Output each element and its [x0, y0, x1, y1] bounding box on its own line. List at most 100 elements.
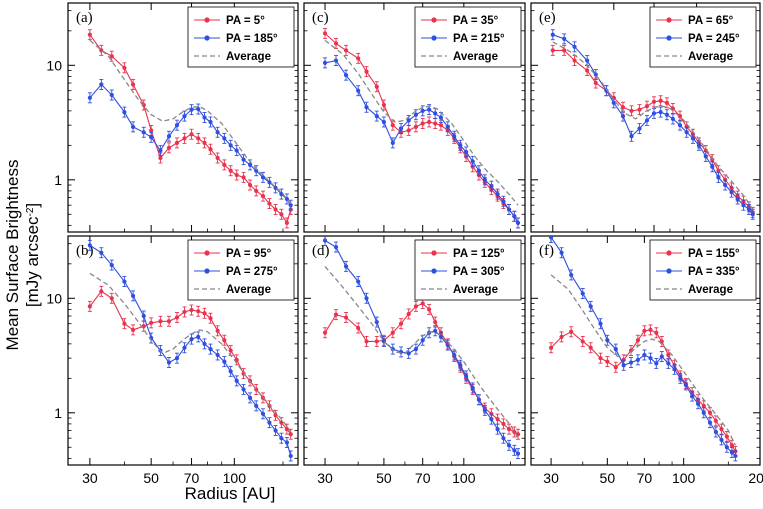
- panel-label: (e): [539, 10, 556, 26]
- data-point-blue: [433, 328, 438, 333]
- legend-swatch-marker: [431, 268, 437, 274]
- panel-e: (e) PA = 65° PA = 245° Average: [530, 2, 761, 233]
- data-point-blue: [87, 95, 92, 100]
- data-point-red: [501, 421, 506, 426]
- legend-swatch-marker: [204, 268, 210, 274]
- data-point-red: [202, 311, 207, 316]
- data-point-red: [413, 124, 419, 129]
- data-point-blue: [664, 112, 670, 117]
- data-point-blue: [495, 192, 500, 197]
- legend-swatch-marker: [431, 250, 437, 256]
- series-line-red: [324, 32, 519, 224]
- x-tick-label: 30: [317, 470, 333, 486]
- legend-label: PA = 275°: [226, 266, 278, 278]
- data-point-red: [247, 182, 253, 188]
- data-point-blue: [644, 118, 650, 123]
- data-point-red: [644, 104, 650, 109]
- data-point-blue: [267, 420, 272, 425]
- data-point-red: [122, 65, 127, 70]
- data-point-blue: [713, 429, 718, 435]
- data-point-red: [506, 427, 512, 432]
- data-point-blue: [719, 437, 724, 442]
- average-line: [324, 265, 519, 439]
- legend-swatch-marker: [431, 17, 437, 23]
- data-point-red: [635, 338, 641, 343]
- x-tick-label: 30: [82, 470, 98, 486]
- data-point-blue: [130, 293, 136, 298]
- data-point-red: [122, 321, 127, 326]
- panel-d: 30 50 70 100 (d) PA = 125° PA = 305° Average: [303, 235, 526, 486]
- data-point-red: [222, 338, 227, 343]
- data-point-blue: [677, 123, 683, 128]
- data-point-red: [701, 403, 706, 408]
- data-point-red: [593, 80, 598, 86]
- data-point-red: [166, 319, 172, 324]
- y-tick-label: 1: [54, 172, 62, 188]
- data-point-blue: [222, 136, 227, 141]
- panels-group: 1 10 (a) PA = 5° PA = 185° Average (c) PA = 35°…: [46, 2, 763, 486]
- data-point-red: [322, 330, 328, 335]
- legend-label: PA = 35°: [453, 15, 499, 27]
- data-point-blue: [288, 203, 293, 208]
- data-point-red: [109, 296, 114, 301]
- panel-c: (c) PA = 35° PA = 215° Average: [303, 2, 526, 233]
- data-point-blue: [703, 154, 708, 159]
- data-point-red: [580, 339, 585, 344]
- data-point-blue: [452, 352, 457, 358]
- x-tick-label: 70: [637, 470, 653, 486]
- data-point-blue: [598, 321, 603, 326]
- data-point-blue: [701, 410, 706, 415]
- data-point-red: [420, 121, 425, 126]
- data-point-red: [724, 434, 729, 439]
- data-point-blue: [506, 207, 512, 212]
- data-point-blue: [196, 106, 201, 112]
- data-point-blue: [174, 356, 180, 361]
- data-point-blue: [670, 116, 676, 122]
- data-point-blue: [585, 58, 590, 63]
- data-point-blue: [420, 338, 425, 343]
- data-point-blue: [512, 448, 517, 453]
- legend-swatch-marker: [204, 35, 210, 41]
- data-point-blue: [398, 126, 404, 131]
- data-point-red: [374, 339, 379, 344]
- legend-label: PA = 335°: [688, 266, 740, 278]
- data-point-red: [130, 82, 136, 87]
- data-point-blue: [690, 393, 695, 399]
- series-line-red: [89, 34, 292, 225]
- data-point-red: [130, 327, 136, 332]
- data-point-blue: [659, 354, 664, 359]
- data-point-blue: [470, 159, 475, 164]
- series-line-blue: [552, 34, 754, 215]
- average-line: [552, 41, 754, 210]
- legend-swatch-marker: [666, 17, 672, 23]
- data-point-red: [406, 128, 411, 133]
- data-point-blue: [651, 111, 657, 116]
- data-point-blue: [247, 162, 253, 167]
- data-point-blue: [166, 134, 172, 139]
- series-line-blue: [89, 244, 292, 457]
- data-point-red: [406, 311, 411, 317]
- data-point-blue: [215, 352, 220, 358]
- legend-swatch-marker: [204, 17, 210, 23]
- legend-label: Average: [688, 284, 733, 296]
- data-point-red: [559, 334, 564, 340]
- data-point-blue: [735, 196, 740, 202]
- data-point-red: [716, 168, 721, 173]
- data-point-red: [707, 410, 713, 415]
- data-point-blue: [658, 110, 663, 115]
- data-point-red: [254, 188, 259, 193]
- series-line-red: [89, 290, 292, 435]
- data-point-blue: [260, 411, 266, 416]
- data-point-blue: [364, 296, 369, 301]
- series-group: [548, 236, 738, 462]
- data-point-red: [196, 136, 201, 141]
- data-point-blue: [605, 338, 610, 343]
- data-point-red: [333, 41, 339, 46]
- data-point-blue: [611, 100, 616, 105]
- data-point-red: [228, 348, 233, 353]
- data-point-blue: [215, 130, 220, 135]
- data-point-red: [433, 121, 438, 126]
- legend-label: PA = 215°: [453, 33, 505, 45]
- data-point-blue: [109, 262, 114, 268]
- data-point-blue: [710, 164, 715, 169]
